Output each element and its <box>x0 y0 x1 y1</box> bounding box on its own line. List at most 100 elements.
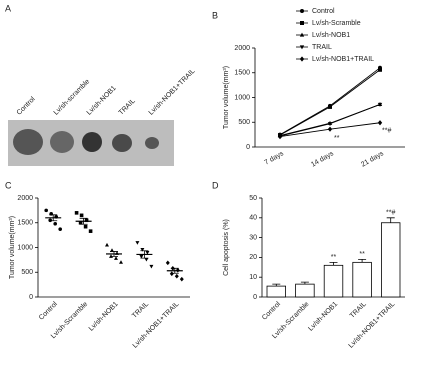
bar <box>266 285 286 298</box>
annotation: ** <box>334 135 340 142</box>
x-tick-label: TRAIL <box>131 301 150 320</box>
axis-line <box>37 198 190 298</box>
tumor <box>50 131 74 153</box>
y-tick-label: 2000 <box>234 45 250 52</box>
error-bar <box>79 217 88 225</box>
sample-label: Control <box>16 95 37 116</box>
y-tick-label: 1000 <box>234 94 250 101</box>
y-tick-label: 40 <box>249 215 257 222</box>
error-bar <box>140 250 149 259</box>
y-tick-label: 0 <box>246 144 250 151</box>
y-tick-label: 50 <box>249 195 257 202</box>
y-axis-label: Cell apoptosis (%) <box>223 219 230 276</box>
error-bar <box>300 281 309 285</box>
y-tick-label: 500 <box>21 269 33 276</box>
y-tick-label: 20 <box>249 254 257 261</box>
error-bar <box>49 214 58 222</box>
legend-label: Lv/sh-NOB1 <box>312 32 350 39</box>
legend-marker <box>299 32 305 37</box>
tumor <box>82 132 102 152</box>
point <box>328 104 332 109</box>
point <box>44 208 48 213</box>
point <box>110 248 114 252</box>
point <box>119 260 123 264</box>
x-tick-label: 21 days <box>360 150 385 169</box>
x-tick-label: TRAIL <box>349 301 368 320</box>
y-tick-label: 30 <box>249 234 257 241</box>
y-tick-label: 0 <box>253 294 257 301</box>
point <box>145 251 150 255</box>
y-tick-label: 2000 <box>17 195 33 202</box>
x-tick-label: Lv/sh-NOB1 <box>307 301 339 333</box>
y-axis-label: Tumor volume(mm³) <box>223 66 230 129</box>
y-axis-label: Tumor volume(mm³) <box>9 216 16 279</box>
legend-label: TRAIL <box>312 44 332 51</box>
x-tick-label: 14 days <box>310 150 335 169</box>
point <box>277 134 283 140</box>
point <box>58 227 62 231</box>
sample-label: Lv/sh-NOB1+TRAIL <box>148 68 197 117</box>
error-bar <box>170 267 179 274</box>
legend-marker <box>300 21 304 25</box>
legend-label: Control <box>312 8 335 15</box>
bar <box>352 261 372 298</box>
legend-label: Lv/sh-Scramble <box>312 20 361 27</box>
point <box>53 221 57 226</box>
y-tick-label: 0 <box>29 294 33 301</box>
y-tick-label: 10 <box>249 274 257 281</box>
bar <box>295 283 315 298</box>
y-tick-label: 1500 <box>234 70 250 77</box>
x-tick-label: 7 days <box>264 150 286 167</box>
x-tick-label: Control <box>261 300 282 321</box>
legend-marker <box>300 9 304 13</box>
point <box>174 273 179 279</box>
point <box>144 257 149 262</box>
sample-label: TRAIL <box>118 98 137 117</box>
x-tick-label: Control <box>38 300 59 321</box>
tumor <box>112 134 132 152</box>
point <box>149 264 154 269</box>
error-bar <box>358 258 367 263</box>
error-bar <box>329 261 338 266</box>
tumor <box>13 129 43 155</box>
point <box>139 254 144 259</box>
legend-label: Lv/sh-NOB1+TRAIL <box>312 56 374 63</box>
point <box>79 213 84 218</box>
point <box>377 102 383 107</box>
point <box>140 248 145 252</box>
legend-marker <box>299 56 305 62</box>
sample-label: Lv/sh-NOB1 <box>86 85 118 117</box>
annotation: ** <box>331 254 337 261</box>
point <box>327 126 333 132</box>
bar <box>381 222 401 298</box>
point <box>378 67 382 72</box>
y-tick-label: 500 <box>238 119 250 126</box>
point <box>83 224 88 229</box>
annotation: **# <box>386 210 395 217</box>
y-tick-label: 1500 <box>17 220 33 227</box>
panel-label: C <box>5 180 12 190</box>
bar <box>323 264 344 298</box>
tumor <box>145 137 159 149</box>
point <box>48 218 52 223</box>
panel-label: D <box>212 180 219 190</box>
panel-label: B <box>212 10 218 20</box>
point <box>105 242 109 247</box>
y-tick-label: 1000 <box>17 244 33 251</box>
point <box>169 271 174 277</box>
point <box>88 229 93 233</box>
point <box>327 122 333 127</box>
point <box>135 241 140 245</box>
error-bar <box>110 251 118 257</box>
point <box>114 256 118 260</box>
point <box>377 120 383 126</box>
legend-marker <box>299 45 305 50</box>
error-bar <box>386 217 395 223</box>
annotation: ** <box>359 251 365 258</box>
panel-label: A <box>5 3 11 13</box>
error-bar <box>272 283 281 287</box>
point <box>165 260 170 266</box>
annotation: **# <box>382 128 391 135</box>
